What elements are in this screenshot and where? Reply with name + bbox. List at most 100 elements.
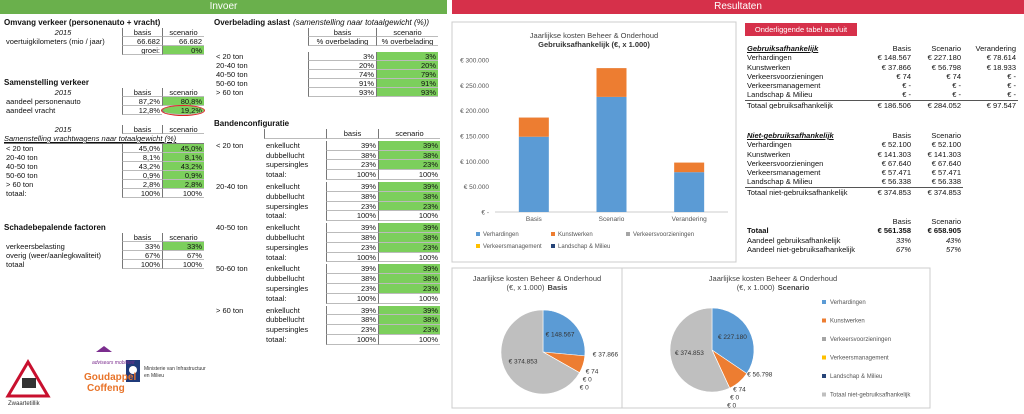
table-cell: 100% [162, 260, 204, 269]
bar-segment [518, 117, 549, 137]
table-cell [214, 294, 264, 304]
table-cell: Verhardingen [747, 53, 792, 63]
table-row: overig (weer/aanlegkwaliteit) 67% 67% [4, 251, 204, 260]
table-cell: 43,2% [122, 162, 162, 171]
table-cell: 23% [378, 325, 440, 335]
table-caption: Samenstelling vrachtwagens naar totaalge… [4, 134, 204, 144]
pie-value-label: € 0 [727, 403, 736, 410]
table-cell: 23% [378, 201, 440, 212]
table-cell: 91% [308, 79, 376, 88]
table-cell: scenario [376, 28, 438, 37]
table-cell: 100% [378, 293, 440, 304]
section-title: Overbelading aslast (samenstelling naar t… [214, 18, 430, 27]
table-cell: 45,0% [122, 144, 162, 153]
table-cell: 50-60 ton [216, 79, 248, 88]
table-cell: groei: [122, 46, 162, 55]
table-row: 20-40 ton 8,1% 8,1% [4, 153, 204, 162]
legend-label: Verhardingen [830, 300, 866, 306]
legend-swatch [822, 300, 826, 304]
goudappel-logo [96, 346, 112, 352]
table-cell: supersingles [266, 325, 309, 335]
table-cell: enkellucht [266, 140, 300, 150]
table-cell: enkellucht [266, 305, 300, 315]
table-cell: scenario [162, 125, 204, 134]
table-cell: 33% [122, 242, 162, 251]
logo-ministry: Ministerie van Infrastructuur [144, 366, 206, 372]
table-cell: 66.682 [162, 37, 204, 46]
logo-ministry: en Milieu [144, 373, 164, 379]
table-cell: € - [952, 90, 961, 100]
table-cell [214, 315, 264, 325]
table-block: Schadebepalende factoren basis scenario ver… [4, 222, 204, 269]
pie-value-label: € 0 [583, 377, 592, 384]
table-cell: € 186.506 [867, 99, 913, 109]
table-cell: dubbellucht [266, 315, 305, 325]
legend-label: Verkeersmanagement [483, 244, 542, 250]
table-cell: 23% [378, 283, 440, 294]
table-cell: 0,9% [122, 171, 162, 180]
table-row: Verhardingen € 52.100 € 52.100 [745, 140, 963, 149]
table-block: Bandenconfiguratie basis scenario < 20 ton e… [214, 118, 440, 345]
table-cell: € 561.358 [877, 226, 911, 236]
table-cell: basis [122, 125, 162, 134]
table-row: totaal: 100% 100% [214, 334, 440, 345]
table-row: Verkeersmanagement € - € - € - [745, 81, 1018, 90]
table-cell [214, 37, 308, 46]
table-cell: Basis [892, 131, 911, 140]
table-cell: 39% [378, 305, 440, 316]
table-row: dubbellucht 38% 38% [214, 150, 440, 161]
table-cell: 100% [378, 170, 440, 180]
table-cell: dubbellucht [266, 191, 305, 201]
table-row: Gebruiksafhankelijk Basis Scenario Verander… [745, 44, 1018, 53]
table-cell: Aandeel gebruiksafhankelijk [747, 235, 841, 245]
table-row: < 20 ton enkellucht 39% 39% [214, 140, 440, 151]
table-cell: 38% [378, 150, 440, 161]
table-cell: aandeel vracht [6, 106, 56, 115]
legend-label: Kunstwerken [830, 319, 865, 325]
table-cell: Basis [892, 44, 911, 53]
table-cell: dubbellucht [266, 274, 305, 284]
table-cell [214, 160, 264, 170]
table-cell: € 57.471 [881, 168, 911, 178]
table-cell: > 60 ton [216, 88, 244, 97]
bar-chart: Jaarlijkse kosten Beheer & OnderhoudGebr… [460, 31, 728, 250]
table-row: 2015 basis scenario [4, 125, 204, 134]
table-row: Totaal niet-gebruiksafhankelijk € 374.853… [745, 186, 963, 196]
table-cell: 0,9% [162, 171, 204, 180]
table-cell: Basis [892, 217, 911, 226]
table-row: < 20 ton 3% 3% [214, 52, 438, 61]
table-cell: totaal: [266, 334, 287, 344]
table-row: 20-40 ton 20% 20% [214, 61, 438, 70]
table-cell: 39% [326, 223, 378, 233]
y-tick-label: € 300.000 [460, 58, 489, 65]
result-table: Gebruiksafhankelijk Basis Scenario Verander… [745, 44, 1018, 109]
toggle-table-button[interactable]: Onderliggende tabel aan/uit [745, 23, 857, 36]
table-cell: 39% [378, 223, 440, 233]
table-cell: 38% [326, 150, 378, 161]
table-cell [4, 46, 122, 55]
table-cell [214, 233, 264, 243]
table-cell: € - [902, 90, 911, 100]
table-cell [4, 233, 122, 242]
table-cell: 40-50 ton [216, 223, 248, 233]
table-cell: 8,1% [122, 153, 162, 162]
table-cell: 2015 [54, 28, 72, 37]
y-tick-label: € 50.000 [464, 184, 490, 191]
ministerie-logo [126, 360, 140, 382]
table-cell: totaal: [266, 170, 287, 180]
table-row: verkeersbelasting 33% 33% [4, 242, 204, 251]
resultaten-header: Resultaten [452, 0, 1024, 14]
pie-slice [542, 351, 580, 374]
table-cell: € 56.798 [931, 62, 961, 72]
table-row: dubbellucht 38% 38% [214, 274, 440, 284]
table-cell: 3% [308, 52, 376, 61]
table-cell [214, 192, 264, 202]
legend-label: Verkeersmanagement [830, 356, 889, 362]
table-cell: € - [952, 81, 961, 91]
table-cell: enkellucht [266, 223, 300, 233]
pie-slice [711, 349, 748, 389]
legend-swatch [476, 232, 480, 236]
table-cell: 23% [378, 242, 440, 253]
pie-value-label: € 374.853 [509, 359, 538, 366]
table-cell: € 148.567 [877, 53, 911, 63]
